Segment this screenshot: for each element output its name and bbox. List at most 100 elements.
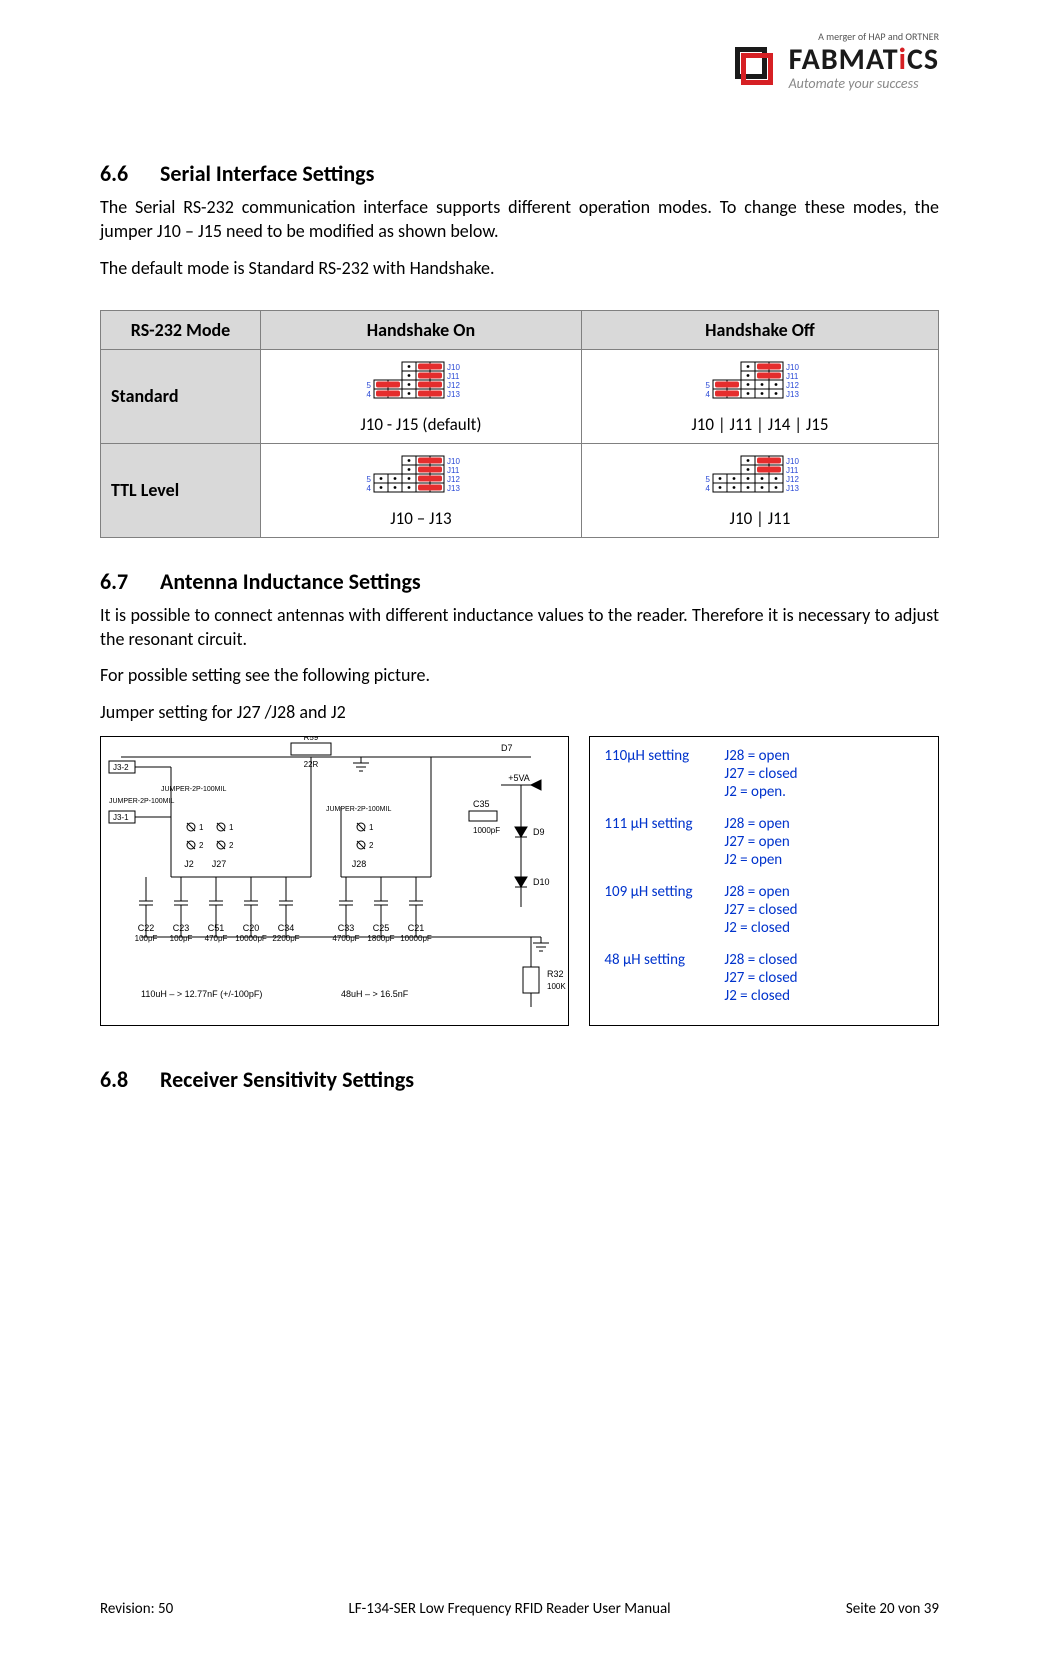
svg-text:J10: J10 <box>447 457 460 466</box>
svg-text:2: 2 <box>199 841 204 850</box>
section-6-7-heading: 6.7Antenna Inductance Settings <box>100 568 939 595</box>
setting-value: J28 = open <box>724 815 789 833</box>
section-6-7-title: Antenna Inductance Settings <box>160 568 421 595</box>
setting-row: J27 = open <box>604 833 924 851</box>
svg-text:J11: J11 <box>786 372 799 381</box>
jumper-diagram-std-off: J10J11J12J13J15J14 <box>705 358 815 408</box>
svg-text:J13: J13 <box>786 390 799 399</box>
footer-page: Seite 20 von 39 <box>846 1600 939 1618</box>
svg-text:J14: J14 <box>705 484 711 493</box>
svg-text:J10: J10 <box>447 363 460 372</box>
jumper-diagram-std-on: J10J11J12J13J15J14 <box>366 358 476 408</box>
svg-text:J12: J12 <box>786 381 799 390</box>
setting-value: J27 = closed <box>724 969 797 987</box>
svg-text:J12: J12 <box>447 381 460 390</box>
svg-text:1000pF: 1000pF <box>473 826 500 835</box>
setting-label <box>604 901 724 919</box>
rs232-ttl-off-caption: J10 | J11 <box>592 508 928 529</box>
svg-text:D7: D7 <box>501 743 513 753</box>
svg-text:J27: J27 <box>212 859 227 869</box>
rs232-table: RS-232 Mode Handshake On Handshake Off S… <box>100 310 939 538</box>
setting-label: 111 µH setting <box>604 815 724 833</box>
logo-name-a: FABMAT <box>789 41 899 78</box>
svg-text:J12: J12 <box>786 475 799 484</box>
section-6-6-p2: The default mode is Standard RS-232 with… <box>100 256 939 280</box>
setting-group: 109 µH settingJ28 = openJ27 = closedJ2 =… <box>604 883 924 937</box>
setting-label: 48 µH setting <box>604 951 724 969</box>
svg-text:2: 2 <box>229 841 234 850</box>
footer-revision: Revision: 50 <box>100 1600 173 1618</box>
rs232-row-standard: Standard <box>101 349 261 443</box>
svg-text:JUMPER-2P-100MIL: JUMPER-2P-100MIL <box>326 806 391 813</box>
rs232-ttl-off: J10J11J12J13J15J14 J10 | J11 <box>581 443 938 537</box>
setting-value: J2 = open. <box>724 783 786 801</box>
setting-label <box>604 765 724 783</box>
section-6-8-title: Receiver Sensitivity Settings <box>160 1066 414 1093</box>
setting-label: 110µH setting <box>604 747 724 765</box>
page-footer: Revision: 50 LF-134-SER Low Frequency RF… <box>100 1600 939 1618</box>
svg-text:J12: J12 <box>447 475 460 484</box>
setting-group: 110µH settingJ28 = openJ27 = closedJ2 = … <box>604 747 924 801</box>
setting-row: J2 = open <box>604 851 924 869</box>
setting-label <box>604 833 724 851</box>
setting-row: 111 µH settingJ28 = open <box>604 815 924 833</box>
footer-title: LF-134-SER Low Frequency RFID Reader Use… <box>348 1600 670 1618</box>
setting-row: J27 = closed <box>604 969 924 987</box>
svg-text:J10: J10 <box>786 363 799 372</box>
svg-text:110uH – > 12.77nF (+/-100p: 110uH – > 12.77nF (+/-100pF) <box>141 989 262 999</box>
svg-text:J2: J2 <box>184 859 194 869</box>
setting-value: J28 = closed <box>724 951 797 969</box>
setting-value: J28 = open <box>724 747 789 765</box>
page-header: A merger of HAP and ORTNER FABMATiCS Aut… <box>100 30 939 110</box>
svg-text:J3-2: J3-2 <box>113 763 129 772</box>
section-6-7-num: 6.7 <box>100 568 160 595</box>
rs232-ttl-on: J10J11J12J13J15J14 J10 – J13 <box>261 443 582 537</box>
setting-value: J27 = closed <box>724 901 797 919</box>
section-6-8-heading: 6.8Receiver Sensitivity Settings <box>100 1066 939 1093</box>
svg-text:2: 2 <box>369 841 374 850</box>
setting-value: J28 = open <box>724 883 789 901</box>
section-6-6-p1: The Serial RS-232 communication interfac… <box>100 195 939 244</box>
setting-label <box>604 987 724 1005</box>
svg-text:D10: D10 <box>533 877 550 887</box>
logo-icon <box>735 47 779 91</box>
svg-text:J13: J13 <box>447 484 460 493</box>
section-6-6-num: 6.6 <box>100 160 160 187</box>
setting-label <box>604 969 724 987</box>
setting-group: 48 µH settingJ28 = closedJ27 = closedJ2 … <box>604 951 924 1005</box>
rs232-std-on-caption: J10 - J15 (default) <box>271 414 571 435</box>
setting-row: J27 = closed <box>604 765 924 783</box>
setting-value: J27 = open <box>724 833 789 851</box>
svg-text:+5VA: +5VA <box>508 773 530 783</box>
setting-label <box>604 783 724 801</box>
logo-name-b: CS <box>907 41 939 78</box>
section-6-7-p2: For possible setting see the following p… <box>100 663 939 687</box>
diagram-row: R5922RD7+5VAJ3-2J3-1JUMPER-2P-100MILJUMP… <box>100 736 939 1026</box>
rs232-col-hs-on: Handshake On <box>261 310 582 349</box>
svg-text:J11: J11 <box>447 372 460 381</box>
setting-row: 110µH settingJ28 = open <box>604 747 924 765</box>
rs232-std-on: J10J11J12J13J15J14 J10 - J15 (default) <box>261 349 582 443</box>
svg-text:J11: J11 <box>447 466 460 475</box>
setting-value: J27 = closed <box>724 765 797 783</box>
setting-label <box>604 851 724 869</box>
rs232-std-off-caption: J10 | J11 | J14 | J15 <box>592 414 928 435</box>
svg-text:R32: R32 <box>547 969 564 979</box>
setting-value: J2 = closed <box>724 987 790 1005</box>
svg-text:100K: 100K <box>547 982 566 991</box>
setting-group: 111 µH settingJ28 = openJ27 = openJ2 = o… <box>604 815 924 869</box>
setting-row: 109 µH settingJ28 = open <box>604 883 924 901</box>
svg-text:J3-1: J3-1 <box>113 813 129 822</box>
svg-text:J11: J11 <box>786 466 799 475</box>
page: A merger of HAP and ORTNER FABMATiCS Aut… <box>0 0 1039 1658</box>
setting-row: J2 = open. <box>604 783 924 801</box>
rs232-col-hs-off: Handshake Off <box>581 310 938 349</box>
setting-value: J2 = open <box>724 851 782 869</box>
setting-label: 109 µH setting <box>604 883 724 901</box>
rs232-std-off: J10J11J12J13J15J14 J10 | J11 | J14 | J15 <box>581 349 938 443</box>
setting-label <box>604 919 724 937</box>
svg-text:J15: J15 <box>366 475 372 484</box>
svg-text:J14: J14 <box>366 484 372 493</box>
svg-text:J13: J13 <box>447 390 460 399</box>
schematic: R5922RD7+5VAJ3-2J3-1JUMPER-2P-100MILJUMP… <box>100 736 569 1026</box>
